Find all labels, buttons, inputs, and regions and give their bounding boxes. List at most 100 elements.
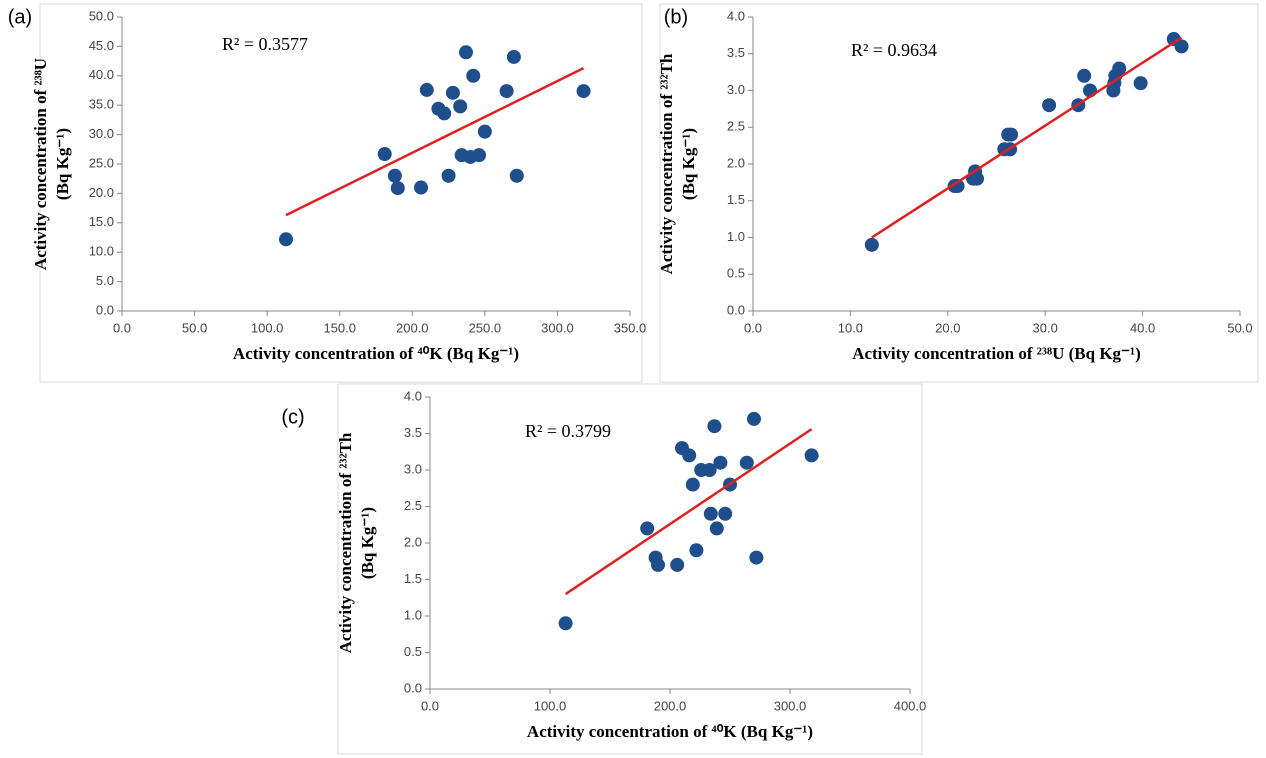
y-tick-label: 4.0 bbox=[404, 388, 422, 403]
point bbox=[709, 521, 724, 536]
y-tick-label: 2.0 bbox=[727, 155, 745, 170]
point bbox=[689, 543, 704, 558]
x-axis-label: Activity concentration of ²³⁸U (Bq Kg⁻¹) bbox=[852, 344, 1141, 363]
point bbox=[702, 463, 717, 477]
point bbox=[558, 616, 573, 631]
y-tick-label: 25.0 bbox=[89, 155, 114, 170]
point bbox=[1174, 39, 1189, 54]
y-tick-label: 2.0 bbox=[404, 534, 422, 549]
point bbox=[713, 455, 728, 470]
point bbox=[506, 49, 521, 64]
point bbox=[707, 419, 722, 434]
y-tick-label: 30.0 bbox=[89, 126, 114, 141]
point bbox=[804, 448, 819, 463]
chart-frame bbox=[659, 3, 1259, 383]
x-axis-label: Activity concentration of ⁴⁰K (Bq Kg⁻¹) bbox=[233, 344, 519, 363]
x-tick-label: 30.0 bbox=[1033, 320, 1058, 335]
point bbox=[864, 237, 879, 252]
trendline bbox=[285, 67, 585, 217]
point bbox=[419, 82, 434, 97]
panel-label: (c) bbox=[281, 406, 304, 428]
y-tick-label: 0.0 bbox=[727, 302, 745, 317]
point bbox=[718, 506, 733, 521]
x-tick-label: 250.0 bbox=[469, 320, 502, 335]
point bbox=[445, 85, 460, 100]
y-tick-label: 2.5 bbox=[404, 498, 422, 513]
trendline bbox=[871, 36, 1183, 239]
x-tick-label: 100.0 bbox=[251, 320, 284, 335]
y-tick-label: 45.0 bbox=[89, 38, 114, 53]
point bbox=[703, 506, 718, 521]
point bbox=[651, 557, 665, 572]
y-tick-label: 35.0 bbox=[89, 97, 114, 112]
point bbox=[747, 411, 761, 426]
y-tick-label: 0.0 bbox=[96, 302, 114, 317]
x-tick-label: 400.0 bbox=[894, 698, 927, 713]
y-tick-label: 0.0 bbox=[404, 680, 422, 695]
y-tick-label: 15.0 bbox=[89, 214, 114, 229]
y-tick-label: 50.0 bbox=[89, 8, 114, 23]
chart-frame bbox=[337, 383, 923, 755]
point bbox=[640, 521, 655, 536]
point bbox=[970, 171, 985, 186]
point bbox=[685, 477, 700, 492]
y-tick-label: 1.0 bbox=[404, 607, 422, 622]
x-axis-label: Activity concentration of ⁴⁰K (Bq Kg⁻¹) bbox=[527, 722, 813, 741]
y-axis-label: (Bq Kg⁻¹) bbox=[679, 128, 698, 200]
point bbox=[437, 106, 452, 121]
y-tick-label: 3.0 bbox=[404, 461, 422, 476]
y-tick-label: 2.5 bbox=[727, 119, 745, 134]
y-tick-label: 5.0 bbox=[96, 273, 114, 288]
y-tick-label: 3.5 bbox=[727, 45, 745, 60]
x-tick-label: 300.0 bbox=[774, 698, 807, 713]
x-tick-label: 40.0 bbox=[1130, 320, 1155, 335]
y-tick-label: 0.5 bbox=[404, 644, 422, 659]
y-axis-label: Activity concentration of ²³²Th bbox=[657, 53, 676, 274]
x-tick-label: 50.0 bbox=[1227, 320, 1252, 335]
r-squared: R² = 0.3577 bbox=[222, 34, 308, 54]
point bbox=[390, 181, 405, 196]
x-tick-label: 20.0 bbox=[935, 320, 960, 335]
x-tick-label: 100.0 bbox=[534, 698, 567, 713]
point bbox=[670, 557, 685, 572]
x-tick-label: 350.0 bbox=[614, 320, 647, 335]
point bbox=[509, 168, 524, 183]
point bbox=[576, 84, 591, 99]
x-tick-label: 150.0 bbox=[323, 320, 356, 335]
point bbox=[499, 84, 514, 99]
point bbox=[749, 550, 764, 565]
point bbox=[413, 180, 428, 195]
y-tick-label: 4.0 bbox=[727, 8, 745, 23]
y-tick-label: 10.0 bbox=[89, 244, 114, 259]
point bbox=[1042, 98, 1057, 113]
r-squared: R² = 0.9634 bbox=[851, 40, 937, 60]
y-tick-label: 40.0 bbox=[89, 67, 114, 82]
y-tick-label: 1.0 bbox=[727, 229, 745, 244]
x-tick-label: 300.0 bbox=[541, 320, 574, 335]
r-squared: R² = 0.3799 bbox=[525, 421, 611, 441]
y-axis-label: (Bq Kg⁻¹) bbox=[358, 507, 377, 579]
panel-label: (a) bbox=[8, 6, 32, 28]
point bbox=[1004, 127, 1019, 142]
point bbox=[477, 124, 492, 139]
point bbox=[1112, 61, 1127, 76]
y-tick-label: 3.5 bbox=[404, 425, 422, 440]
y-axis-label: Activity concentration of ²³⁸U bbox=[31, 58, 50, 270]
x-tick-label: 0.0 bbox=[744, 320, 762, 335]
point bbox=[441, 168, 456, 183]
point bbox=[458, 45, 473, 60]
x-tick-label: 50.0 bbox=[182, 320, 207, 335]
point bbox=[453, 99, 468, 114]
x-tick-label: 0.0 bbox=[421, 698, 439, 713]
x-tick-label: 200.0 bbox=[654, 698, 687, 713]
point bbox=[377, 147, 392, 162]
point bbox=[1077, 68, 1092, 83]
y-tick-label: 1.5 bbox=[404, 571, 422, 586]
point bbox=[950, 179, 965, 194]
y-tick-label: 20.0 bbox=[89, 185, 114, 200]
y-axis-label: (Bq Kg⁻¹) bbox=[53, 128, 72, 200]
y-axis-label: Activity concentration of ²³²Th bbox=[336, 432, 355, 653]
y-tick-label: 1.5 bbox=[727, 192, 745, 207]
x-tick-label: 200.0 bbox=[396, 320, 429, 335]
